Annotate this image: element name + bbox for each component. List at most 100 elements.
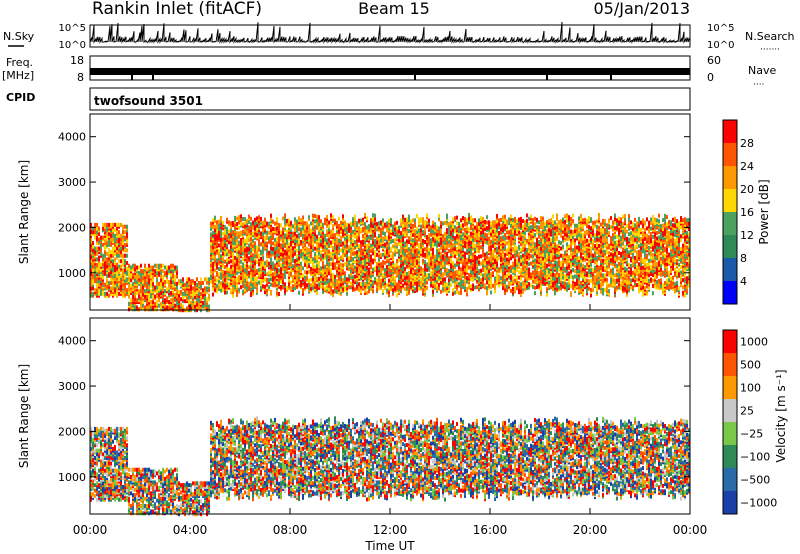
cell <box>424 220 426 224</box>
cell <box>454 236 456 240</box>
cell <box>298 238 300 242</box>
cell <box>438 243 440 247</box>
cell <box>292 232 294 236</box>
cell <box>344 228 346 232</box>
cell <box>308 284 310 288</box>
cell <box>442 278 444 282</box>
cell <box>444 277 446 281</box>
cell <box>392 252 394 256</box>
cell <box>144 289 146 293</box>
cell <box>490 221 492 225</box>
cell <box>492 249 494 253</box>
cell <box>430 258 432 262</box>
cell <box>328 250 330 254</box>
cell <box>160 271 162 275</box>
cell <box>352 217 354 221</box>
cell <box>140 293 142 297</box>
cell <box>176 282 178 286</box>
cell <box>412 238 414 242</box>
cell <box>384 284 386 288</box>
cell <box>278 243 280 247</box>
cell <box>96 277 98 281</box>
cell <box>94 277 96 281</box>
cell <box>346 257 348 261</box>
cell <box>130 298 132 302</box>
cell <box>112 283 114 287</box>
cell <box>188 277 190 281</box>
cell <box>354 220 356 224</box>
cell <box>422 248 424 252</box>
cell <box>470 284 472 288</box>
cell <box>382 231 384 235</box>
cell <box>364 240 366 244</box>
cell <box>350 229 352 233</box>
cell <box>270 217 272 221</box>
cell <box>430 233 432 237</box>
cell <box>440 246 442 250</box>
cell <box>494 277 496 281</box>
cell <box>228 235 230 239</box>
cell <box>390 262 392 266</box>
radar-summary-plot: Rankin Inlet (fitACF) Beam 15 05/Jan/201… <box>0 0 800 554</box>
cell <box>172 275 174 279</box>
cell <box>126 234 128 238</box>
cell <box>224 283 226 287</box>
cell <box>212 240 214 244</box>
cell <box>128 307 130 311</box>
nave-tick-top: 60 <box>707 54 721 67</box>
cell <box>236 231 238 235</box>
cell <box>396 283 398 287</box>
cell <box>364 258 366 262</box>
cell <box>292 250 294 254</box>
cell <box>332 257 334 261</box>
cell <box>342 287 344 291</box>
cell <box>428 251 430 255</box>
cell <box>148 298 150 302</box>
cell <box>438 227 440 231</box>
cell <box>256 245 258 249</box>
cell <box>252 264 254 268</box>
cell <box>462 265 464 269</box>
cell <box>450 257 452 261</box>
cell <box>460 224 462 228</box>
cell <box>370 227 372 231</box>
cell <box>302 252 304 256</box>
cell <box>356 221 358 225</box>
cell <box>368 268 370 272</box>
cell <box>336 290 338 294</box>
cell <box>164 280 166 284</box>
cell <box>412 218 414 222</box>
cell <box>290 234 292 238</box>
cell <box>408 256 410 260</box>
cell <box>326 238 328 242</box>
cell <box>324 287 326 291</box>
cell <box>330 257 332 261</box>
cell <box>348 223 350 227</box>
cell <box>284 282 286 286</box>
cell <box>418 238 420 242</box>
cell <box>196 303 198 307</box>
cell <box>320 250 322 254</box>
cell <box>296 272 298 276</box>
cell <box>294 235 296 239</box>
cell <box>458 246 460 250</box>
cell <box>440 252 442 256</box>
cell <box>210 280 212 284</box>
cell <box>456 286 458 290</box>
cell <box>472 283 474 287</box>
cell <box>240 276 242 280</box>
cell <box>314 229 316 233</box>
cell <box>288 255 290 259</box>
cell <box>328 279 330 283</box>
cell <box>266 278 268 282</box>
cell <box>168 280 170 284</box>
cell <box>426 252 428 256</box>
cell <box>272 220 274 224</box>
cell <box>358 270 360 274</box>
cell <box>308 253 310 257</box>
cell <box>448 222 450 226</box>
cell <box>120 246 122 250</box>
cell <box>98 237 100 241</box>
cell <box>442 245 444 249</box>
cell <box>490 258 492 262</box>
